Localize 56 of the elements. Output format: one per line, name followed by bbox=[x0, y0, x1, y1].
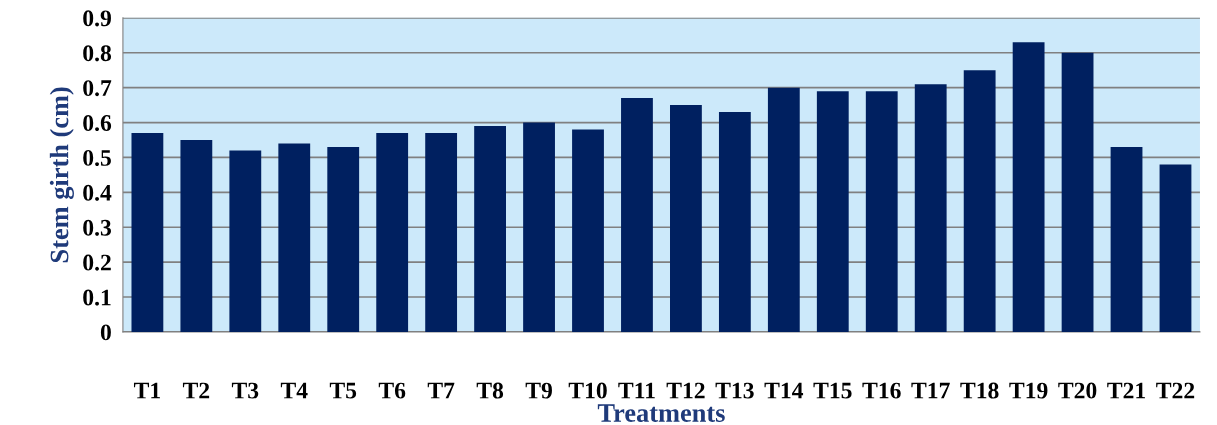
bar bbox=[131, 133, 164, 332]
x-tick-label: T21 bbox=[1107, 382, 1145, 399]
x-tick-label: T20 bbox=[1058, 382, 1097, 399]
bar bbox=[865, 91, 898, 332]
bar bbox=[278, 143, 311, 332]
x-tick-label: T5 bbox=[329, 382, 357, 399]
bar bbox=[816, 91, 849, 332]
bar bbox=[523, 122, 555, 332]
bar bbox=[914, 84, 947, 332]
bar bbox=[963, 70, 996, 332]
y-tick-label: 0.8 bbox=[83, 45, 112, 62]
bar bbox=[718, 112, 751, 332]
x-tick-label: T6 bbox=[378, 382, 406, 399]
x-tick-label: T11 bbox=[618, 382, 655, 399]
x-tick-label: T18 bbox=[960, 382, 999, 399]
x-tick-label: T13 bbox=[715, 382, 754, 399]
y-tick-label: 0.5 bbox=[83, 149, 111, 166]
y-tick-label: 0.7 bbox=[83, 80, 112, 97]
x-tick-label: T16 bbox=[862, 382, 901, 399]
x-tick-label: T7 bbox=[427, 382, 455, 399]
y-tick-label: 0.9 bbox=[83, 10, 111, 27]
x-tick-label: T4 bbox=[280, 382, 308, 399]
bar bbox=[425, 133, 458, 332]
x-tick-label: T10 bbox=[568, 382, 607, 399]
y-tick-label: 0.6 bbox=[83, 115, 112, 132]
bar bbox=[572, 129, 604, 332]
y-axis-title: Stem girth (cm) bbox=[49, 87, 74, 263]
x-tick-label: T12 bbox=[666, 382, 705, 399]
bar bbox=[1061, 52, 1094, 332]
y-tick-label: 0.1 bbox=[83, 289, 111, 306]
bar bbox=[670, 105, 702, 332]
bar bbox=[180, 139, 213, 332]
x-tick-label: T1 bbox=[133, 382, 160, 399]
bar bbox=[1159, 164, 1192, 332]
x-tick-label: T17 bbox=[911, 382, 950, 399]
y-tick-label: 0.2 bbox=[83, 254, 111, 271]
bar bbox=[474, 126, 506, 332]
x-tick-label: T22 bbox=[1156, 382, 1195, 399]
bar bbox=[621, 98, 653, 332]
bar bbox=[1012, 42, 1045, 332]
x-tick-label: T8 bbox=[476, 382, 504, 399]
x-tick-label: T15 bbox=[813, 382, 852, 399]
bar bbox=[229, 150, 262, 332]
bar bbox=[1110, 146, 1143, 332]
x-tick-label: T3 bbox=[231, 382, 259, 399]
x-tick-label: T19 bbox=[1009, 382, 1048, 399]
bar bbox=[767, 87, 800, 332]
y-tick-label: 0.4 bbox=[83, 184, 112, 201]
x-tick-label: T9 bbox=[525, 382, 552, 399]
x-tick-label: T2 bbox=[182, 382, 210, 399]
bar bbox=[376, 133, 409, 332]
x-axis-title: Treatments bbox=[597, 404, 725, 422]
y-tick-label: 0 bbox=[100, 324, 111, 341]
y-tick-label: 0.3 bbox=[83, 219, 111, 236]
bar bbox=[327, 146, 360, 332]
x-tick-label: T14 bbox=[764, 382, 804, 399]
